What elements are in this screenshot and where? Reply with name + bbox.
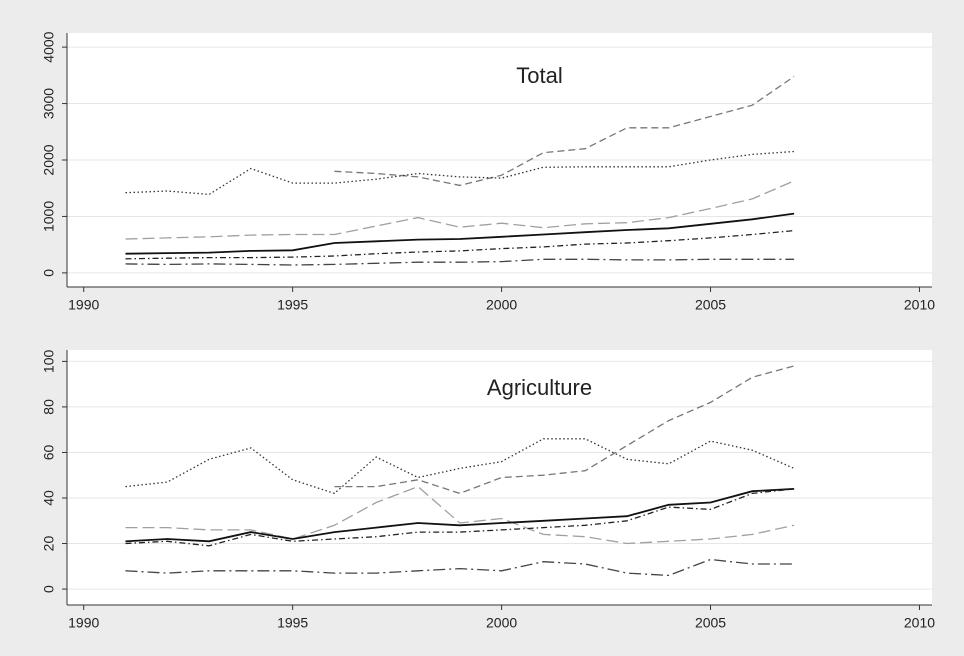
chart-title: Agriculture [487, 375, 592, 400]
x-tick-label: 1990 [68, 615, 99, 631]
y-tick-label: 2000 [41, 144, 57, 175]
series-line [125, 488, 795, 547]
series-line [125, 485, 795, 545]
series-line [125, 150, 795, 196]
series-line [125, 180, 795, 240]
x-tick-label: 2000 [486, 297, 517, 313]
x-tick-label: 2010 [904, 297, 935, 313]
series-line [125, 229, 795, 260]
y-tick-label: 0 [41, 269, 57, 277]
x-tick-label: 2005 [695, 615, 726, 631]
y-tick-label: 4000 [41, 31, 57, 62]
series-line [125, 488, 795, 543]
series-line [125, 558, 795, 577]
x-tick-label: 1995 [277, 297, 308, 313]
series-line [334, 75, 795, 187]
x-tick-label: 2005 [695, 297, 726, 313]
chart-title: Total [516, 63, 562, 88]
series-line [125, 212, 795, 255]
y-tick-label: 100 [41, 349, 57, 373]
plot-area [67, 350, 932, 605]
y-tick-label: 1000 [41, 201, 57, 232]
x-tick-label: 2010 [904, 615, 935, 631]
x-tick-label: 2000 [486, 615, 517, 631]
y-tick-label: 3000 [41, 88, 57, 119]
y-tick-label: 0 [41, 585, 57, 593]
x-tick-label: 1995 [277, 615, 308, 631]
series-line [334, 365, 795, 495]
y-tick-label: 60 [41, 444, 57, 460]
y-tick-label: 80 [41, 399, 57, 415]
x-tick-label: 1990 [68, 297, 99, 313]
y-tick-label: 20 [41, 536, 57, 552]
series-line [125, 258, 795, 266]
y-tick-label: 40 [41, 490, 57, 506]
